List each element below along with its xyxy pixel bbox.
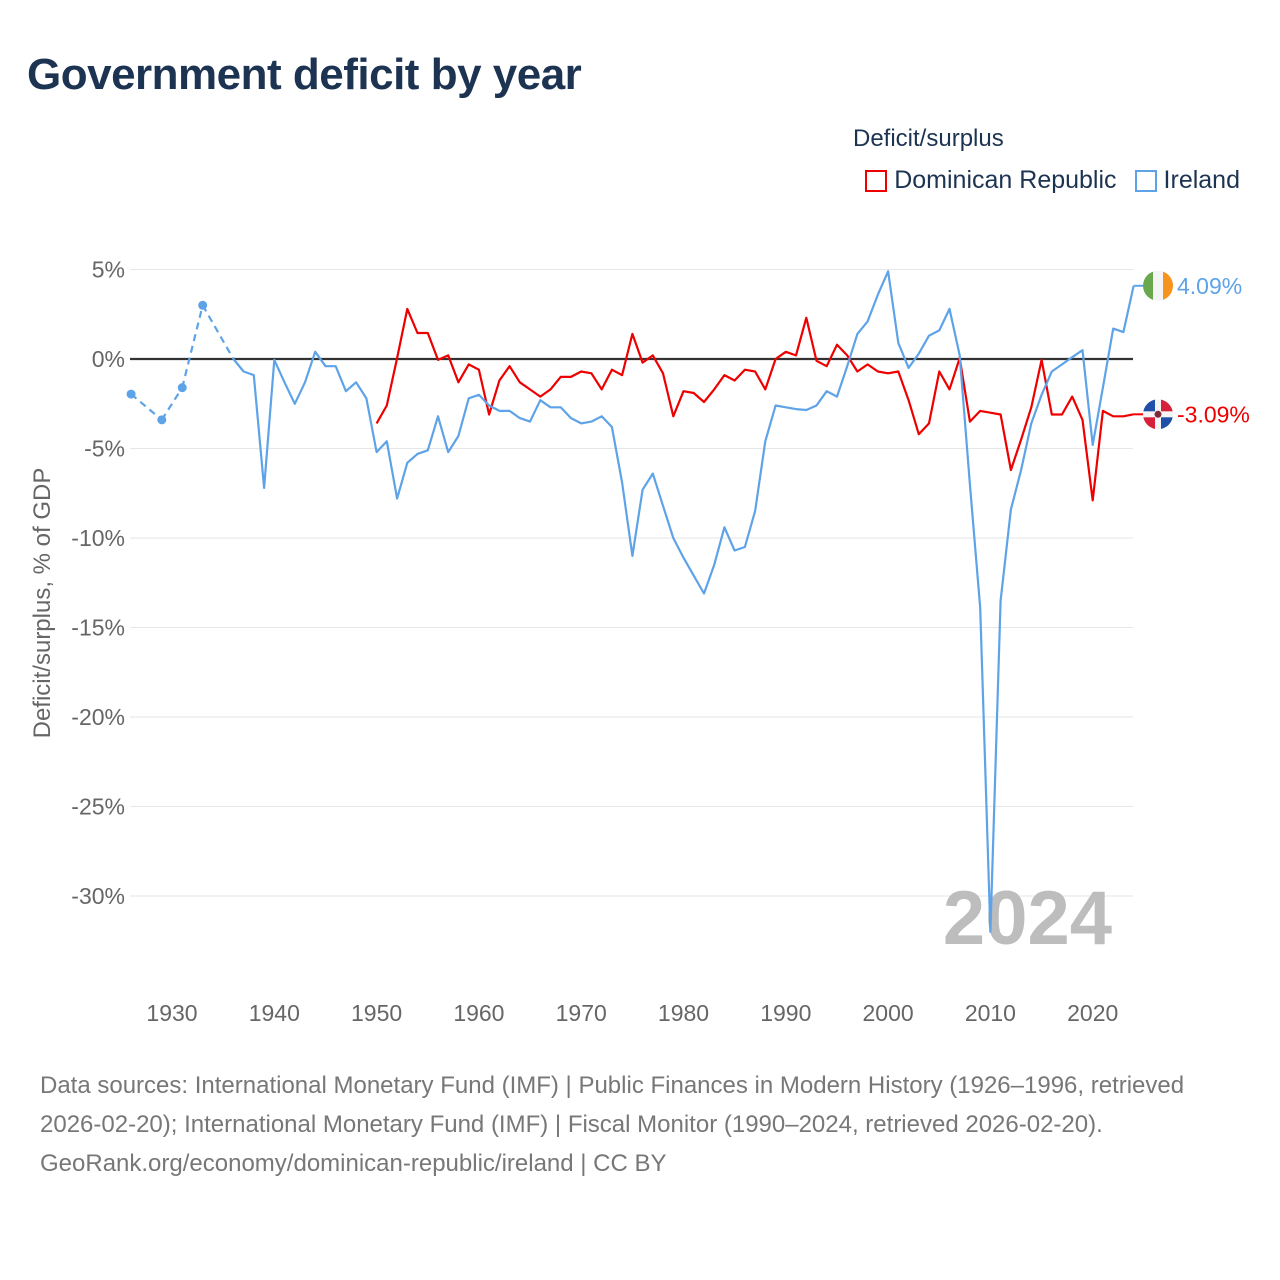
legend-label: Ireland xyxy=(1163,166,1240,194)
x-tick-label: 2020 xyxy=(1067,1000,1118,1026)
y-tick-label: -30% xyxy=(71,883,125,909)
footer: Data sources: International Monetary Fun… xyxy=(40,1066,1240,1183)
series-line-ireland[interactable] xyxy=(232,270,1135,933)
series-ireland xyxy=(126,270,1135,933)
x-tick-label: 1930 xyxy=(146,1000,197,1026)
series-line-dominican-republic[interactable] xyxy=(375,307,1134,502)
y-tick-label: 0% xyxy=(92,346,125,372)
x-tick-label: 1990 xyxy=(760,1000,811,1026)
data-sources: Data sources: International Monetary Fun… xyxy=(40,1072,1185,1138)
x-tick-label: 1980 xyxy=(658,1000,709,1026)
end-value-label: -3.09% xyxy=(1177,401,1250,427)
y-tick-label: -5% xyxy=(84,436,125,462)
gap-segment xyxy=(181,305,204,388)
y-tick-label: -20% xyxy=(71,704,125,730)
y-tick-label: -10% xyxy=(71,525,125,551)
x-tick-label: 1940 xyxy=(249,1000,300,1026)
series-dominican-republic xyxy=(375,307,1134,502)
x-tick-label: 1960 xyxy=(453,1000,504,1026)
dominican-republic-flag-icon xyxy=(1143,399,1173,430)
y-axis-label: Deficit/surplus, % of GDP xyxy=(29,468,56,739)
legend-swatch-dominican-republic xyxy=(865,169,888,192)
legend-item-dominican-republic[interactable]: Dominican Republic xyxy=(865,166,1117,195)
chart-title: Government deficit by year xyxy=(27,50,582,99)
credit-link[interactable]: GeoRank.org/economy/dominican-republic/i… xyxy=(40,1150,667,1177)
y-tick-label: -15% xyxy=(71,615,125,641)
y-tick-label: -25% xyxy=(71,794,125,820)
gap-segment xyxy=(201,304,235,360)
x-tick-label: 2010 xyxy=(965,1000,1016,1026)
x-tick-label: 2000 xyxy=(863,1000,914,1026)
legend-title: Deficit/surplus xyxy=(853,125,1004,152)
legend-label: Dominican Republic xyxy=(894,166,1117,194)
x-tick-label: 1950 xyxy=(351,1000,402,1026)
legend: Dominican Republic Ireland xyxy=(865,166,1240,195)
gap-segment xyxy=(160,387,184,421)
end-value-label: 4.09% xyxy=(1177,273,1242,299)
ireland-flag-icon xyxy=(1143,270,1173,301)
legend-item-ireland[interactable]: Ireland xyxy=(1134,166,1240,195)
x-tick-label: 1970 xyxy=(556,1000,607,1026)
year-watermark: 2024 xyxy=(943,876,1112,961)
y-tick-label: 5% xyxy=(92,257,125,283)
legend-swatch-ireland xyxy=(1134,169,1157,192)
gap-segment xyxy=(130,393,163,421)
